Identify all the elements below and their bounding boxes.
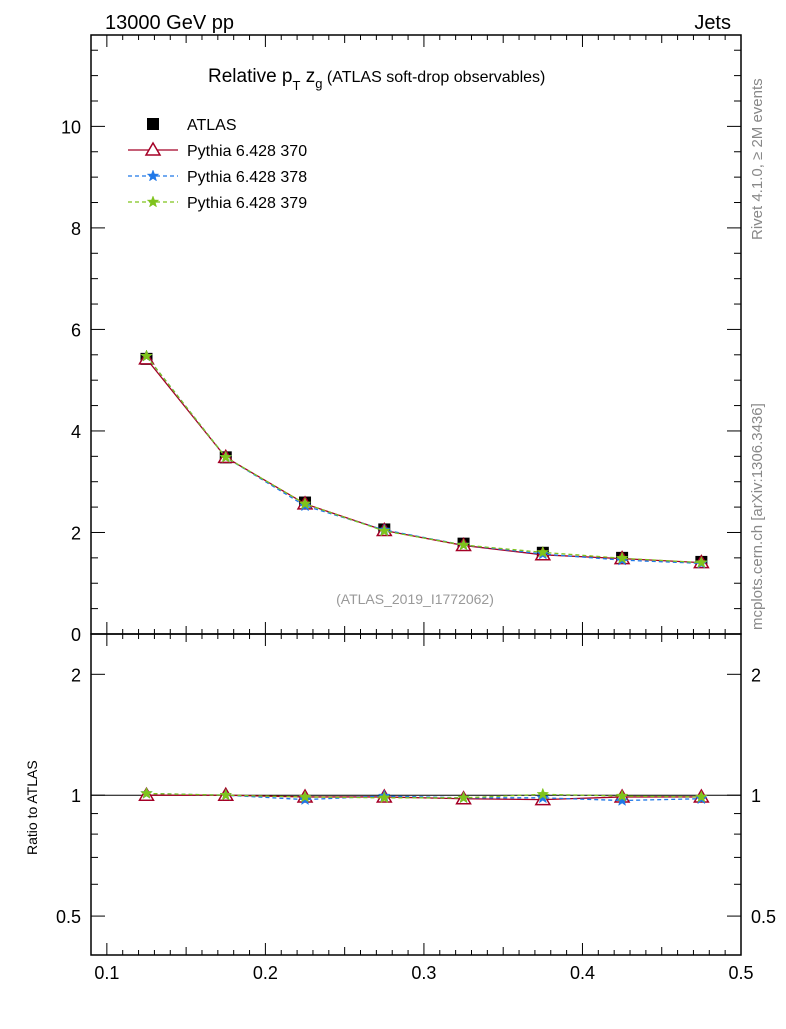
- legend-marker-2: [146, 195, 160, 208]
- legend-label-0: Pythia 6.428 370: [187, 143, 307, 160]
- legend-marker-atlas: [147, 118, 159, 130]
- ratio-tick-label-right: 2: [751, 665, 761, 685]
- ratio-line-2: [146, 792, 702, 799]
- x-tick-label: 0.5: [728, 963, 753, 983]
- ratio-tick-label-right: 0.5: [751, 907, 776, 927]
- rivet-label: Rivet 4.1.0, ≥ 2M events: [749, 78, 766, 240]
- legend-label-2: Pythia 6.428 379: [187, 195, 307, 212]
- series-point-2: [377, 524, 391, 537]
- y-tick-label: 6: [71, 320, 81, 340]
- ratio-point-2: [536, 787, 550, 800]
- header-left: 13000 GeV pp: [105, 12, 234, 34]
- y-tick-label: 4: [71, 422, 81, 442]
- ratio-point-1: [615, 793, 629, 806]
- y-tick-label: 8: [71, 219, 81, 239]
- series-point-2: [695, 555, 708, 569]
- ratio-point-1: [536, 791, 550, 804]
- ratio-frame: [90, 633, 742, 956]
- chart-title: Relative pT zg (ATLAS soft-drop observab…: [208, 66, 545, 93]
- x-tick-label: 0.1: [94, 963, 119, 983]
- series-point-2: [219, 450, 233, 463]
- ratio-point-2: [298, 790, 312, 803]
- ratio-point-2: [457, 791, 470, 804]
- ratio-point-2: [140, 786, 153, 799]
- series-line-2: [145, 355, 702, 564]
- ratio-point-2: [219, 788, 233, 801]
- y-tick-label: 0: [71, 625, 81, 645]
- legend-label-atlas: ATLAS: [187, 117, 237, 134]
- ratio-point-2: [615, 789, 629, 802]
- x-tick-label: 0.4: [570, 963, 595, 983]
- ratio-tick-label: 1: [71, 786, 81, 806]
- x-tick-label: 0.2: [253, 963, 278, 983]
- legend-label-1: Pythia 6.428 378: [187, 169, 307, 186]
- series-point-2: [298, 497, 312, 510]
- legend-marker-0: [144, 141, 162, 156]
- ratio-tick-label: 0.5: [56, 907, 81, 927]
- series-point-2: [457, 538, 470, 551]
- analysis-label: (ATLAS_2019_I1772062): [336, 591, 494, 607]
- legend: ATLAS Pythia 6.428 370 Pythia 6.428 378 Pyt…: [128, 117, 307, 212]
- ratio-tick-label: 2: [71, 665, 81, 685]
- ratio-ylabel: Ratio to ATLAS: [24, 760, 40, 855]
- series-point-2: [140, 349, 153, 362]
- header-right: Jets: [694, 12, 731, 34]
- ratio-tick-label-right: 1: [751, 786, 761, 806]
- legend-marker-1: [146, 169, 160, 182]
- series-point-2: [536, 545, 550, 558]
- x-tick-label: 0.3: [411, 963, 436, 983]
- series-point-2: [615, 551, 629, 564]
- ratio-point-2: [377, 791, 391, 804]
- y-tick-label: 2: [71, 523, 81, 543]
- mcplots-label: mcplots.cern.ch [arXiv:1306.3436]: [749, 403, 766, 630]
- ratio-point-2: [695, 790, 708, 803]
- y-tick-label: 10: [61, 117, 81, 137]
